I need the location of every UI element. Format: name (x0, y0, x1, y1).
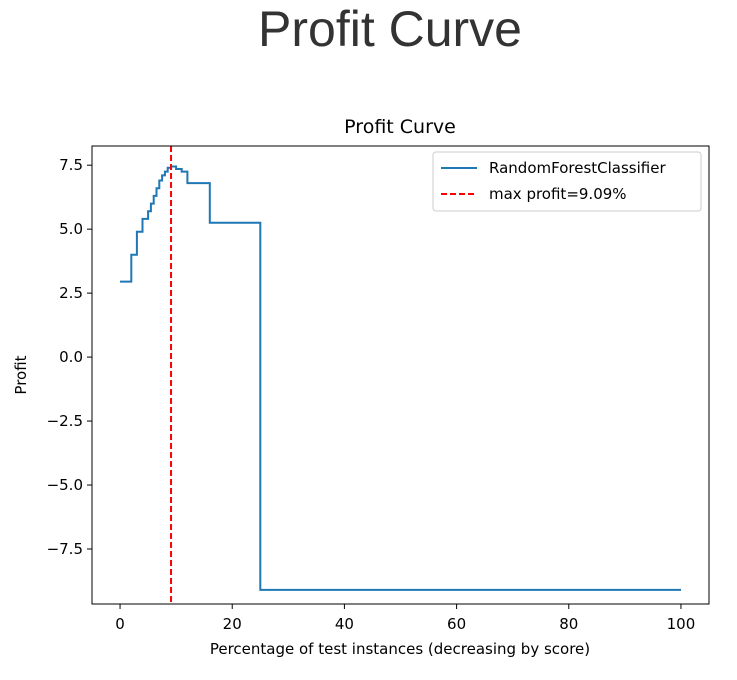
x-tick-label: 60 (447, 615, 466, 633)
y-tick-label: 0.0 (59, 348, 83, 366)
y-tick-label: 5.0 (59, 220, 83, 238)
legend: RandomForestClassifier max profit=9.09% (432, 151, 702, 212)
x-tick-label: 20 (223, 615, 242, 633)
axes-frame (91, 145, 710, 605)
x-axis-label: Percentage of test instances (decreasing… (210, 640, 590, 658)
x-tick-label: 80 (559, 615, 578, 633)
legend-label-max-profit: max profit=9.09% (489, 185, 627, 203)
y-tick-label: −2.5 (47, 412, 83, 430)
legend-label-randomforest: RandomForestClassifier (489, 159, 666, 177)
y-tick-label: −7.5 (47, 540, 83, 558)
y-tick-label: 7.5 (59, 156, 83, 174)
chart-title: Profit Curve (344, 116, 456, 138)
y-tick-label: 2.5 (59, 284, 83, 302)
plot-area (120, 146, 681, 604)
y-axis-label: Profit (12, 355, 30, 394)
page-title: Profit Curve (258, 1, 522, 57)
series-line-randomforest (120, 165, 681, 591)
x-tick-label: 40 (335, 615, 354, 633)
x-tick-group: 0 20 40 60 80 100 (115, 604, 695, 633)
y-tick-group: 7.5 5.0 2.5 0.0 −2.5 −5.0 −7.5 (47, 156, 92, 558)
x-tick-label: 0 (115, 615, 125, 633)
x-tick-label: 100 (667, 615, 696, 633)
legend-box (432, 151, 702, 212)
y-tick-label: −5.0 (47, 476, 83, 494)
